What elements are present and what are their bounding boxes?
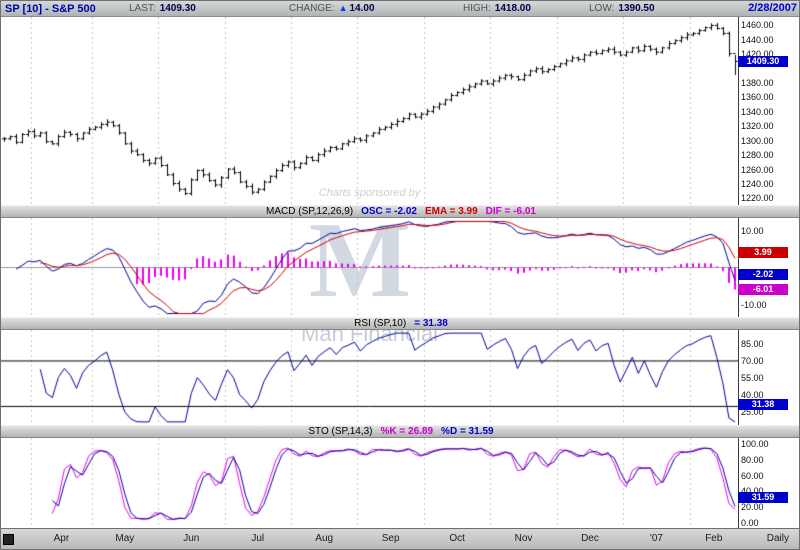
sto-panel-header: STO (SP,14,3) %K = 26.89 %D = 31.59 [1,425,799,438]
month-label: Feb [705,533,723,544]
rsi-ytick: 40.00 [741,390,764,401]
quote-header-bar: SP [10] - S&P 500 LAST: 1409.30 CHANGE: ▲ 1… [1,1,799,17]
month-label: Aug [315,533,334,544]
low-field: LOW: 1390.50 [589,3,655,14]
price-ytick: 1420.00 [741,49,774,60]
macd-dif-value: DIF = -6.01 [485,206,536,217]
sto-ytick: 40.00 [741,486,764,496]
rsi-value: = 31.38 [414,318,448,329]
macd-last-value-badge: -2.02 [738,269,788,281]
macd-last-value-badge: 3.99 [738,247,788,259]
rsi-ytick: 70.00 [741,355,764,366]
month-label: Sep [381,533,400,544]
chart-date: 2/28/2007 [748,2,797,14]
price-ytick: 1220.00 [741,193,774,204]
rsi-last-value-badge: 31.38 [738,398,788,410]
time-axis-bar: Daily Apr May Jun Jul Aug Sep Oct Nov Dec '07 Feb [1,528,799,549]
sto-last-value-badge: 31.59 [738,492,788,504]
sto-d-value: %D = 31.59 [441,426,494,437]
month-label: Apr [53,533,70,544]
low-label: LOW: [589,3,615,14]
sto-ytick: 100.00 [741,438,769,449]
month-label: '07 [649,533,663,544]
rsi-panel-header: RSI (SP,10) = 31.38 [1,317,799,330]
scrollbar-handle[interactable] [3,534,14,545]
high-label: HIGH: [463,3,491,14]
high-value: 1418.00 [494,3,531,14]
price-ytick: 1260.00 [741,164,774,175]
price-last-value-badge: 1409.30 [738,55,788,67]
sto-ytick: 80.00 [741,454,764,465]
last-label: LAST: [129,3,156,14]
chart-plot-area[interactable] [1,17,738,528]
macd-osc-value: OSC = -2.02 [361,206,417,217]
price-ytick: 1460.00 [741,20,774,31]
price-ytick: 1440.00 [741,34,774,45]
macd-panel-header: MACD (SP,12,26,9) OSC = -2.02 EMA = 3.99 DI… [1,205,799,218]
price-ytick: 1360.00 [741,92,774,103]
change-label: CHANGE: [289,3,335,14]
month-label: Jun [183,533,200,544]
month-label: Oct [449,533,465,544]
interval-label: Daily [766,533,789,544]
rsi-title: RSI (SP,10) [354,318,407,329]
macd-ema-value: EMA = 3.99 [424,206,478,217]
change-field: CHANGE: ▲ 14.00 [289,3,375,14]
rsi-ytick: 25.00 [741,407,764,418]
price-ytick: 1280.00 [741,150,774,161]
sto-ytick: 20.00 [741,502,764,513]
change-value: 14.00 [349,3,375,14]
macd-ytick: -10.00 [741,299,767,310]
month-label: Dec [581,533,599,544]
symbol-title: SP [10] - S&P 500 [5,3,96,15]
sto-ytick: 0.00 [741,518,759,529]
price-ytick: 1380.00 [741,77,774,88]
macd-ytick: 10.00 [741,226,764,237]
right-value-axis: 1460.00 1440.00 1420.00 1380.00 1360.00 1340.… [738,1,799,549]
month-label: Jul [251,533,265,544]
up-arrow-icon: ▲ [338,3,348,13]
rsi-ytick: 55.00 [741,373,764,383]
price-ytick: 1340.00 [741,106,774,117]
price-ytick: 1300.00 [741,135,774,146]
high-field: HIGH: 1418.00 [463,3,531,14]
sto-title: STO (SP,14,3) [308,426,373,437]
month-label: Nov [514,533,533,544]
rsi-ytick: 85.00 [741,338,764,349]
low-value: 1390.50 [618,3,655,14]
macd-last-value-badge: -6.01 [738,283,788,295]
sto-k-value: %K = 26.89 [380,426,434,437]
last-field: LAST: 1409.30 [129,3,196,14]
month-label: May [115,533,135,544]
sto-ytick: 60.00 [741,470,764,481]
price-ytick: 1320.00 [741,121,774,132]
macd-title: MACD (SP,12,26,9) [266,206,354,217]
price-ytick: 1240.00 [741,179,774,190]
last-value: 1409.30 [159,3,196,14]
